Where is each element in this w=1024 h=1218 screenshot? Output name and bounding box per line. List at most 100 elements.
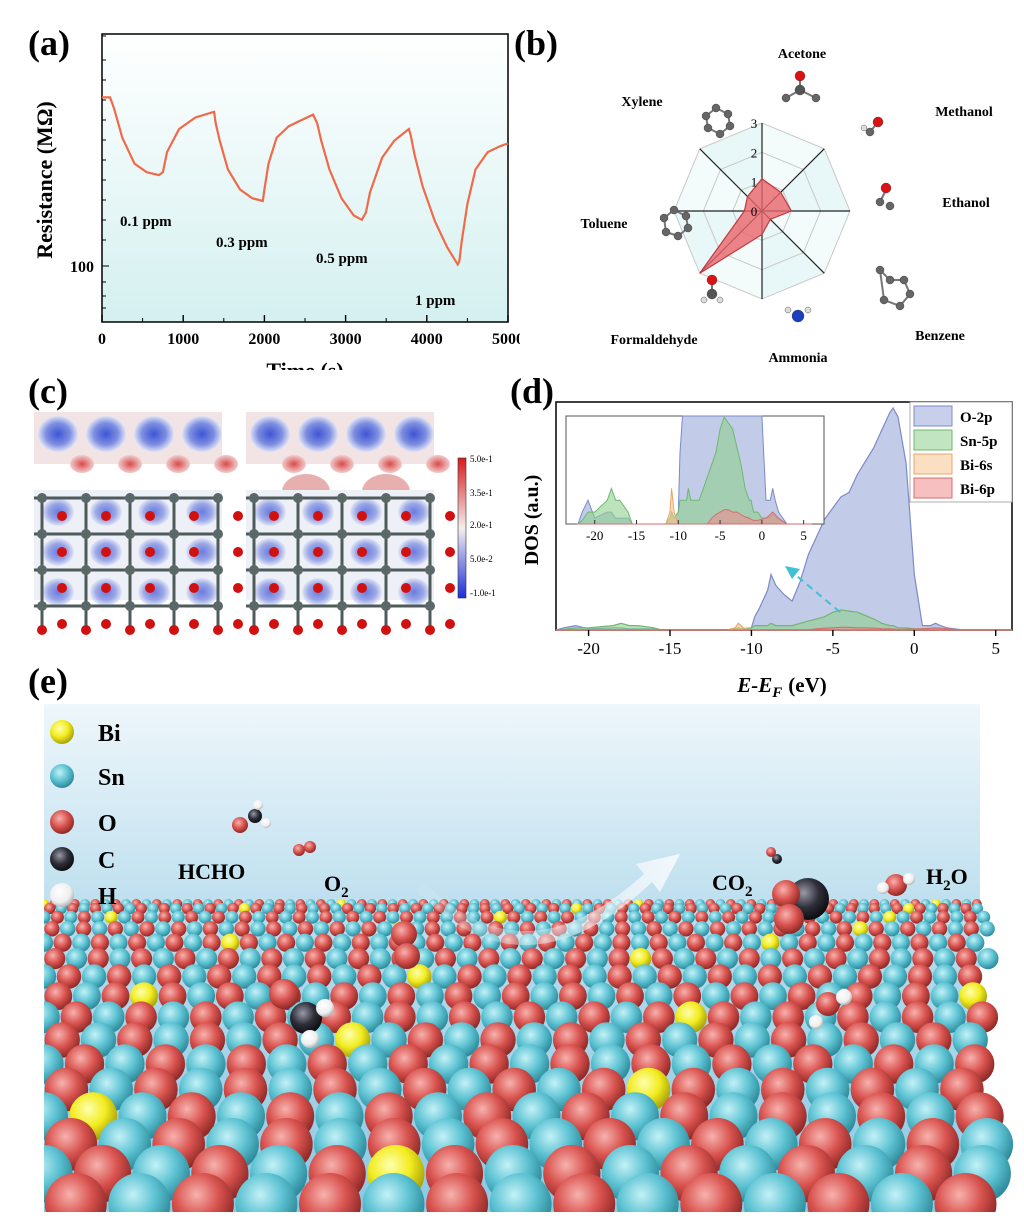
sn-atom bbox=[947, 921, 964, 937]
sn-atom bbox=[933, 948, 956, 970]
sn-atom bbox=[44, 933, 54, 952]
sn-atom bbox=[979, 921, 995, 937]
sn-atom bbox=[760, 948, 782, 970]
charge-lobe-blue bbox=[186, 578, 218, 606]
o-atom bbox=[57, 547, 67, 557]
sn-atom bbox=[44, 964, 57, 989]
panel-label-b: (b) bbox=[514, 23, 558, 63]
o-atom bbox=[910, 910, 924, 924]
o-atom bbox=[357, 511, 367, 521]
legend-o-label: O bbox=[98, 811, 117, 837]
sn-atom bbox=[456, 948, 478, 970]
sn-atom bbox=[977, 910, 991, 924]
bi-atom bbox=[852, 921, 868, 937]
o-atom bbox=[798, 933, 817, 952]
radar-category-benzene: Benzene bbox=[915, 329, 965, 344]
sn-atom bbox=[252, 910, 266, 924]
o-atom bbox=[873, 933, 892, 952]
o-atom bbox=[426, 933, 445, 952]
o-atom bbox=[357, 619, 367, 629]
inset-area-sn-5p bbox=[576, 416, 812, 525]
o-atom bbox=[189, 511, 199, 521]
panel-label-d: (d) bbox=[510, 371, 554, 411]
y-axis-label-a: Resistance (MΩ) bbox=[32, 101, 57, 259]
o-atom bbox=[575, 933, 594, 952]
o-atom bbox=[171, 921, 187, 937]
o-atom bbox=[90, 933, 109, 952]
charge-density-panel: 5.0e-1 3.5e-1 2.0e-1 5.0e-2 -1.0e-1 bbox=[34, 412, 496, 635]
radar-r-tick: 3 bbox=[751, 116, 758, 131]
o-atom bbox=[434, 948, 456, 970]
sn-atom bbox=[186, 921, 203, 937]
sn-atom bbox=[628, 910, 642, 924]
sn-atom bbox=[332, 964, 357, 989]
o-atom bbox=[401, 583, 411, 593]
sn-atom bbox=[593, 933, 612, 952]
charge-lobe-blue bbox=[186, 498, 218, 526]
atom-glyph bbox=[860, 124, 868, 132]
sn-atom bbox=[37, 493, 47, 503]
charge-lobe-red bbox=[426, 455, 450, 473]
o-atom bbox=[101, 619, 111, 629]
o-atom bbox=[202, 933, 221, 952]
o-atom bbox=[357, 583, 367, 593]
sn-atom bbox=[499, 948, 522, 970]
o-atom bbox=[189, 547, 199, 557]
sn-atom bbox=[196, 948, 218, 970]
x-tick-label: 2000 bbox=[248, 331, 280, 348]
o-atom bbox=[662, 902, 674, 915]
sn-atom bbox=[432, 964, 457, 989]
o-atom bbox=[947, 933, 966, 952]
sn-atom bbox=[81, 565, 91, 575]
sn-atom bbox=[332, 933, 352, 952]
radar-sector bbox=[762, 211, 825, 299]
sn-atom bbox=[616, 1173, 679, 1212]
x-tick-label: -10 bbox=[740, 639, 763, 658]
sn-atom bbox=[843, 910, 856, 924]
o-atom bbox=[233, 547, 243, 557]
o-atom bbox=[936, 910, 950, 924]
o2-label: O2 bbox=[324, 871, 349, 901]
sn-atom bbox=[337, 529, 347, 539]
o-atom bbox=[381, 625, 391, 635]
o-atom bbox=[401, 547, 411, 557]
sn-atom bbox=[118, 910, 131, 924]
resistance-line-chart: 0 1000 2000 3000 4000 5000 0.1 ppm 0.3 ppm 0.… bbox=[32, 33, 520, 370]
radar-sector bbox=[762, 123, 825, 211]
charge-lobe-red bbox=[70, 455, 94, 473]
legend-label-sn5p: Sn-5p bbox=[960, 434, 998, 450]
o-atom bbox=[313, 511, 323, 521]
y-axis-label-d: DOS (a.u.) bbox=[521, 475, 543, 566]
sn-atom bbox=[742, 902, 754, 915]
o-atom bbox=[534, 910, 548, 924]
o-atom bbox=[261, 948, 283, 970]
sn-atom bbox=[171, 910, 185, 924]
o-atom bbox=[561, 910, 574, 924]
o-atom bbox=[678, 921, 694, 937]
sn-atom bbox=[425, 529, 435, 539]
bi-atom bbox=[883, 910, 897, 924]
o-atom bbox=[202, 921, 219, 937]
sn-atom bbox=[213, 529, 223, 539]
sn-atom bbox=[183, 933, 203, 952]
o-atom bbox=[297, 921, 314, 937]
o-atom bbox=[807, 1173, 870, 1212]
charge-lobe-blue bbox=[298, 416, 338, 452]
charge-lobe-blue bbox=[86, 416, 126, 452]
radar-sector bbox=[674, 148, 762, 211]
o-atom bbox=[145, 511, 155, 521]
o-atom bbox=[400, 910, 413, 924]
o-atom bbox=[128, 933, 147, 952]
sn-atom bbox=[239, 948, 261, 970]
sn-atom bbox=[193, 902, 205, 915]
o-atom bbox=[426, 910, 440, 924]
atom-glyph bbox=[879, 295, 889, 305]
sn-atom bbox=[425, 565, 435, 575]
colorbar-label: 5.0e-2 bbox=[470, 554, 493, 564]
legend-swatch-bi6p bbox=[913, 477, 953, 499]
o-atom bbox=[910, 933, 929, 952]
o-atom bbox=[269, 583, 279, 593]
o-atom bbox=[158, 910, 172, 924]
charge-lobe-blue bbox=[186, 538, 218, 566]
o-atom bbox=[401, 511, 411, 521]
